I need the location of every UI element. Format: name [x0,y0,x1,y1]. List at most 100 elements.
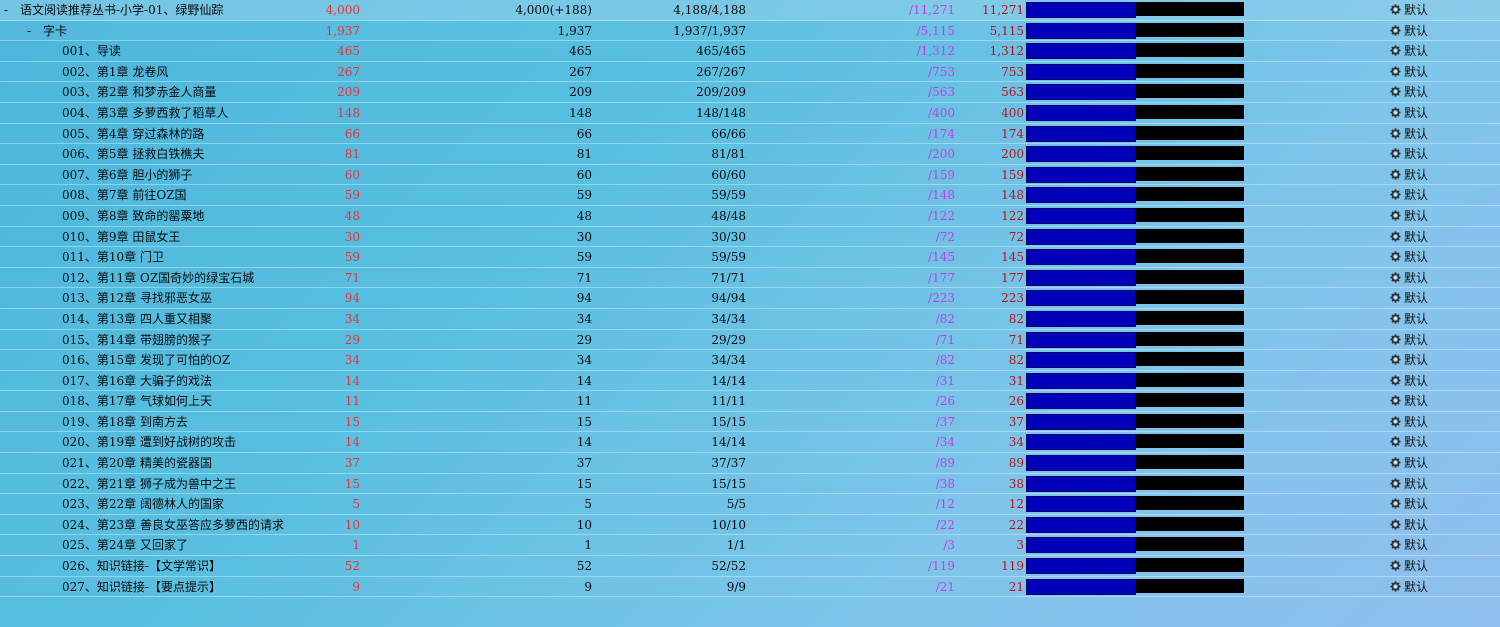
collapse-toggle[interactable]: - [27,23,32,38]
item-name[interactable]: 016、第15章 发现了可怕的OZ [62,353,231,368]
collapse-toggle[interactable] [4,432,16,452]
settings-default-button[interactable]: 默认 [1389,371,1449,391]
item-name[interactable]: 010、第9章 田鼠女王 [62,229,181,244]
collapse-toggle[interactable] [4,577,16,597]
table-row[interactable]: 014、第13章 四人重又相聚 34 34 34/34 /82 82 默认 [0,309,1500,330]
table-row[interactable]: 001、导读 465 465 465/465 /1,312 1,312 默认 [0,41,1500,62]
table-row[interactable]: 006、第5章 拯救白铁樵夫 81 81 81/81 /200 200 默认 [0,144,1500,165]
collapse-toggle[interactable] [4,185,16,205]
table-row[interactable]: 007、第6章 胆小的狮子 60 60 60/60 /159 159 默认 [0,165,1500,186]
item-name[interactable]: 019、第18章 到南方去 [62,414,188,429]
item-name[interactable]: 字卡 [43,23,68,38]
settings-default-button[interactable]: 默认 [1389,82,1449,102]
table-row[interactable]: 005、第4章 穿过森林的路 66 66 66/66 /174 174 默认 [0,124,1500,145]
settings-default-button[interactable]: 默认 [1389,515,1449,535]
collapse-toggle[interactable] [4,268,16,288]
collapse-toggle[interactable] [4,288,16,308]
item-name[interactable]: 002、第1章 龙卷风 [62,64,169,79]
collapse-toggle[interactable] [4,165,16,185]
collapse-toggle[interactable] [4,350,16,370]
table-row[interactable]: 026、知识链接-【文学常识】 52 52 52/52 /119 119 默认 [0,556,1500,577]
table-row[interactable]: - 语文阅读推荐丛书-小学-01、绿野仙踪 4,000 4,000(+188) … [0,0,1500,21]
item-name[interactable]: 007、第6章 胆小的狮子 [62,167,193,182]
settings-default-button[interactable]: 默认 [1389,103,1449,123]
table-row[interactable]: 003、第2章 和梦赤金人商量 209 209 209/209 /563 563… [0,82,1500,103]
collapse-toggle[interactable] [4,556,16,576]
settings-default-button[interactable]: 默认 [1389,247,1449,267]
collapse-toggle[interactable] [4,535,16,555]
table-row[interactable]: 002、第1章 龙卷风 267 267 267/267 /753 753 默认 [0,62,1500,83]
settings-default-button[interactable]: 默认 [1389,185,1449,205]
item-name[interactable]: 语文阅读推荐丛书-小学-01、绿野仙踪 [20,3,224,17]
collapse-toggle[interactable]: - [4,3,9,17]
settings-default-button[interactable]: 默认 [1389,453,1449,473]
item-name[interactable]: 009、第8章 致命的罂粟地 [62,208,205,223]
collapse-toggle[interactable] [4,41,16,61]
item-name[interactable]: 012、第11章 OZ国奇妙的绿宝石城 [62,270,255,285]
item-name[interactable]: 018、第17章 气球如何上天 [62,394,212,409]
collapse-toggle[interactable] [4,391,16,411]
item-name[interactable]: 017、第16章 大骗子的戏法 [62,373,212,388]
settings-default-button[interactable]: 默认 [1389,432,1449,452]
table-row[interactable]: 018、第17章 气球如何上天 11 11 11/11 /26 26 默认 [0,391,1500,412]
item-name[interactable]: 014、第13章 四人重又相聚 [62,311,212,326]
item-name[interactable]: 008、第7章 前往OZ国 [62,188,187,203]
table-row[interactable]: 008、第7章 前往OZ国 59 59 59/59 /148 148 默认 [0,185,1500,206]
settings-default-button[interactable]: 默认 [1389,144,1449,164]
collapse-toggle[interactable] [4,453,16,473]
collapse-toggle[interactable] [4,103,16,123]
collapse-toggle[interactable] [4,247,16,267]
item-name[interactable]: 005、第4章 穿过森林的路 [62,126,205,141]
item-name[interactable]: 004、第3章 多萝西救了稻草人 [62,105,229,120]
collapse-toggle[interactable] [4,82,16,102]
item-name[interactable]: 001、导读 [62,44,121,59]
settings-default-button[interactable]: 默认 [1389,494,1449,514]
item-name[interactable]: 013、第12章 寻找邪恶女巫 [62,291,212,306]
collapse-toggle[interactable] [4,412,16,432]
item-name[interactable]: 024、第23章 善良女巫答应多萝西的请求 [62,517,284,532]
item-name[interactable]: 003、第2章 和梦赤金人商量 [62,85,217,100]
settings-default-button[interactable]: 默认 [1389,577,1449,597]
item-name[interactable]: 027、知识链接-【要点提示】 [62,579,221,594]
collapse-toggle[interactable] [4,515,16,535]
settings-default-button[interactable]: 默认 [1389,288,1449,308]
table-row[interactable]: - 字卡 1,937 1,937 1,937/1,937 /5,115 5,11… [0,20,1500,42]
collapse-toggle[interactable] [4,227,16,247]
item-name[interactable]: 022、第21章 狮子成为兽中之王 [62,476,236,491]
collapse-toggle[interactable] [4,371,16,391]
settings-default-button[interactable]: 默认 [1389,0,1449,20]
table-row[interactable]: 025、第24章 又回家了 1 1 1/1 /3 3 默认 [0,535,1500,557]
table-row[interactable]: 021、第20章 精美的瓷器国 37 37 37/37 /89 89 默认 [0,453,1500,474]
settings-default-button[interactable]: 默认 [1389,62,1449,82]
table-row[interactable]: 023、第22章 阔德林人的国家 5 5 5/5 /12 12 默认 [0,494,1500,515]
table-row[interactable]: 015、第14章 带翅膀的猴子 29 29 29/29 /71 71 默认 [0,330,1500,351]
collapse-toggle[interactable] [4,330,16,350]
settings-default-button[interactable]: 默认 [1389,556,1449,576]
settings-default-button[interactable]: 默认 [1389,268,1449,288]
table-row[interactable]: 017、第16章 大骗子的戏法 14 14 14/14 /31 31 默认 [0,371,1500,392]
table-row[interactable]: 016、第15章 发现了可怕的OZ 34 34 34/34 /82 82 默认 [0,350,1500,371]
collapse-toggle[interactable] [4,309,16,329]
item-name[interactable]: 026、知识链接-【文学常识】 [62,559,221,574]
collapse-toggle[interactable] [4,124,16,144]
settings-default-button[interactable]: 默认 [1389,124,1449,144]
settings-default-button[interactable]: 默认 [1389,391,1449,411]
settings-default-button[interactable]: 默认 [1389,41,1449,61]
table-row[interactable]: 013、第12章 寻找邪恶女巫 94 94 94/94 /223 223 默认 [0,288,1500,309]
item-name[interactable]: 015、第14章 带翅膀的猴子 [62,332,212,347]
settings-default-button[interactable]: 默认 [1389,330,1449,350]
item-name[interactable]: 021、第20章 精美的瓷器国 [62,456,212,471]
table-row[interactable]: 024、第23章 善良女巫答应多萝西的请求 10 10 10/10 /22 22… [0,515,1500,536]
table-row[interactable]: 022、第21章 狮子成为兽中之王 15 15 15/15 /38 38 默认 [0,474,1500,495]
settings-default-button[interactable]: 默认 [1389,474,1449,494]
table-row[interactable]: 012、第11章 OZ国奇妙的绿宝石城 71 71 71/71 /177 177… [0,268,1500,289]
table-row[interactable]: 010、第9章 田鼠女王 30 30 30/30 /72 72 默认 [0,227,1500,248]
table-row[interactable]: 011、第10章 门卫 59 59 59/59 /145 145 默认 [0,247,1500,268]
settings-default-button[interactable]: 默认 [1389,535,1449,555]
collapse-toggle[interactable] [4,144,16,164]
collapse-toggle[interactable] [4,62,16,82]
table-row[interactable]: 009、第8章 致命的罂粟地 48 48 48/48 /122 122 默认 [0,206,1500,227]
item-name[interactable]: 011、第10章 门卫 [62,250,164,265]
settings-default-button[interactable]: 默认 [1389,21,1449,41]
table-row[interactable]: 019、第18章 到南方去 15 15 15/15 /37 37 默认 [0,412,1500,433]
